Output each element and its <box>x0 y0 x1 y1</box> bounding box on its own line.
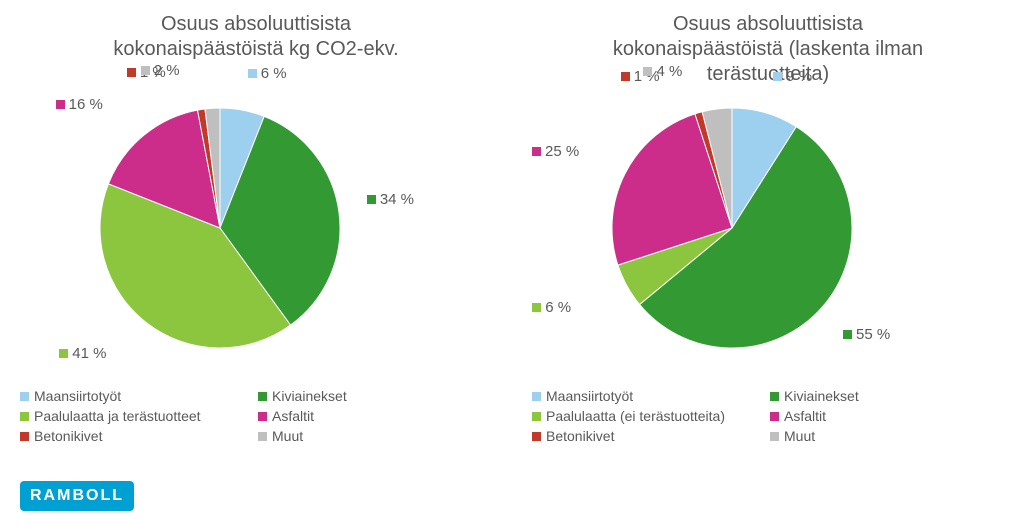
slice-percent-text: 55 % <box>856 326 890 343</box>
legend-item: Kiviainekset <box>770 388 970 404</box>
legend-label: Asfaltit <box>272 408 314 424</box>
slice-marker <box>367 195 376 204</box>
legend-item: Maansiirtotyöt <box>532 388 762 404</box>
legend-item: Asfaltit <box>258 408 458 424</box>
ramboll-logo: RAMBOLL <box>20 481 134 511</box>
legend-label: Maansiirtotyöt <box>546 388 633 404</box>
legend-marker <box>258 392 267 401</box>
legend-label: Kiviainekset <box>784 388 859 404</box>
slice-percent-text: 9 % <box>786 68 812 85</box>
legend-item: Asfaltit <box>770 408 970 424</box>
legend-label: Paalulaatta (ei terästuotteita) <box>546 408 725 424</box>
legend-marker <box>20 392 29 401</box>
slice-label: 6 % <box>532 299 571 316</box>
pie-svg-right <box>602 98 862 358</box>
slice-label: 6 % <box>248 65 287 82</box>
slice-percent-text: 41 % <box>72 345 106 362</box>
legend-label: Muut <box>272 428 303 444</box>
slice-percent-text: 16 % <box>69 96 103 113</box>
legend-label: Kiviainekset <box>272 388 347 404</box>
slice-marker <box>773 72 782 81</box>
slice-marker <box>127 68 136 77</box>
slice-percent-text: 6 % <box>261 65 287 82</box>
legend-marker <box>770 432 779 441</box>
slice-marker <box>532 303 541 312</box>
legend-label: Betonikivet <box>546 428 614 444</box>
slice-label: 16 % <box>56 96 103 113</box>
legend-right: Maansiirtotyöt Kiviainekset Paalulaatta (e… <box>532 388 1004 448</box>
chart-title-right: Osuus absoluuttisista kokonaispäästöistä… <box>532 12 1004 90</box>
slice-percent-text: 25 % <box>545 143 579 160</box>
slice-marker <box>248 69 257 78</box>
legend-item: Paalulaatta (ei terästuotteita) <box>532 408 762 424</box>
chart-panel-right: Osuus absoluuttisista kokonaispäästöistä… <box>512 0 1024 529</box>
legend-marker <box>258 412 267 421</box>
slice-percent-text: 2 % <box>154 62 180 79</box>
legend-item: Maansiirtotyöt <box>20 388 250 404</box>
legend-marker <box>532 392 541 401</box>
legend-item: Kiviainekset <box>258 388 458 404</box>
slice-marker <box>141 66 150 75</box>
slice-marker <box>843 330 852 339</box>
chart-panel-left: Osuus absoluuttisista kokonaispäästöistä… <box>0 0 512 529</box>
slice-label: 55 % <box>843 326 890 343</box>
slice-marker <box>643 67 652 76</box>
slice-label: 9 % <box>773 68 812 85</box>
slice-marker <box>532 147 541 156</box>
charts-row: Osuus absoluuttisista kokonaispäästöistä… <box>0 0 1024 529</box>
legend-label: Maansiirtotyöt <box>34 388 121 404</box>
legend-marker <box>20 412 29 421</box>
slice-marker <box>621 72 630 81</box>
slice-marker <box>59 349 68 358</box>
slice-percent-text: 6 % <box>545 299 571 316</box>
legend-label: Paalulaatta ja terästuotteet <box>34 408 201 424</box>
legend-marker <box>532 412 541 421</box>
legend-item: Betonikivet <box>20 428 250 444</box>
legend-marker <box>770 392 779 401</box>
pie-area-right: 9 %55 %6 %25 %1 %4 % <box>532 98 1004 378</box>
slice-percent-text: 4 % <box>656 63 682 80</box>
legend-label: Betonikivet <box>34 428 102 444</box>
legend-item: Muut <box>770 428 970 444</box>
legend-marker <box>770 412 779 421</box>
slice-label: 4 % <box>643 63 682 80</box>
legend-marker <box>20 432 29 441</box>
legend-left: Maansiirtotyöt Kiviainekset Paalulaatta ja… <box>20 388 492 448</box>
pie-area-left: 6 %34 %41 %16 %1 %2 % <box>20 98 492 378</box>
slice-label: 41 % <box>59 345 106 362</box>
legend-marker <box>532 432 541 441</box>
slice-marker <box>56 100 65 109</box>
slice-label: 2 % <box>141 62 180 79</box>
legend-item: Paalulaatta ja terästuotteet <box>20 408 250 424</box>
legend-item: Muut <box>258 428 458 444</box>
slice-percent-text: 34 % <box>380 191 414 208</box>
pie-svg-left <box>90 98 350 358</box>
legend-label: Asfaltit <box>784 408 826 424</box>
legend-label: Muut <box>784 428 815 444</box>
slice-label: 25 % <box>532 143 579 160</box>
slice-label: 34 % <box>367 191 414 208</box>
legend-marker <box>258 432 267 441</box>
legend-item: Betonikivet <box>532 428 762 444</box>
